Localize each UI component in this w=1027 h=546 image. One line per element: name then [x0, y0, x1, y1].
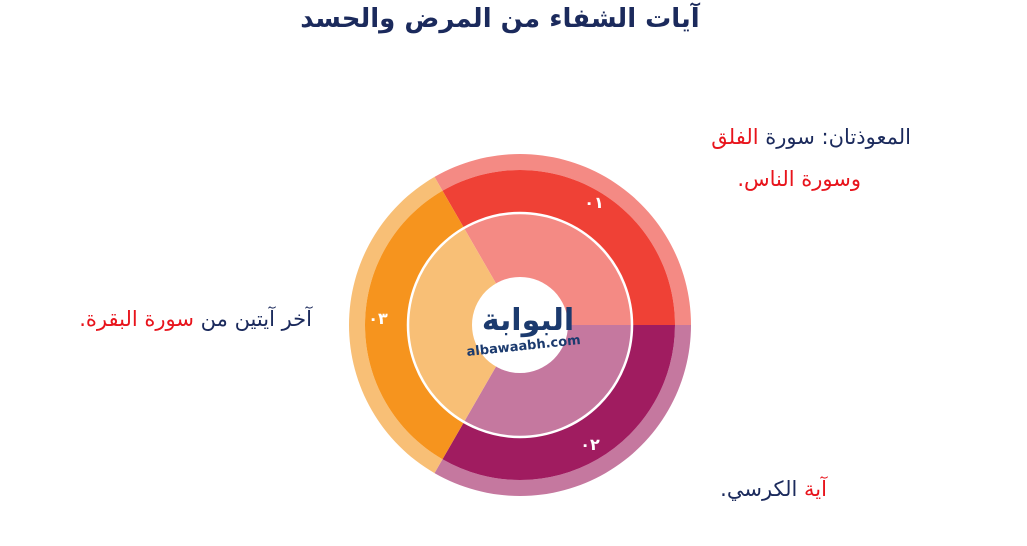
- segment-3-inner: [408, 228, 520, 422]
- label-2-text: الكرسي.: [720, 477, 805, 501]
- label-3-highlight: سورة البقرة.: [79, 307, 194, 331]
- inner-circle-outline: [406, 211, 634, 439]
- label-1-text: المعوذتان: سورة: [758, 125, 911, 149]
- label-segment-1: المعوذتان: سورة الفلق وسورة الناس.: [711, 116, 911, 200]
- segment-number-2: ٠٢: [580, 435, 600, 454]
- label-3-text: آخر آيتين من: [193, 307, 312, 331]
- segment-3-main: [365, 190, 464, 460]
- segment-1-main: [442, 170, 675, 325]
- label-1-highlight: الفلق: [711, 125, 759, 149]
- segment-number-3: ٠٣: [368, 309, 388, 328]
- logo-circle: [472, 277, 568, 373]
- label-1-line2: وسورة الناس.: [737, 167, 861, 191]
- segment-3-outer: [349, 176, 443, 474]
- label-2-highlight: آية: [804, 477, 827, 501]
- segment-number-1: ٠١: [584, 193, 604, 212]
- page-title: آيات الشفاء من المرض والحسد: [300, 4, 700, 34]
- segment-2-outer: [434, 325, 691, 496]
- label-segment-3: آخر آيتين من سورة البقرة.: [79, 298, 312, 340]
- logo: البوابة albawaabh.com: [466, 303, 581, 360]
- label-segment-2: آية الكرسي.: [720, 468, 827, 510]
- logo-arabic: البوابة: [482, 303, 574, 338]
- segment-2-main: [442, 325, 675, 481]
- segment-1-outer: [434, 154, 691, 325]
